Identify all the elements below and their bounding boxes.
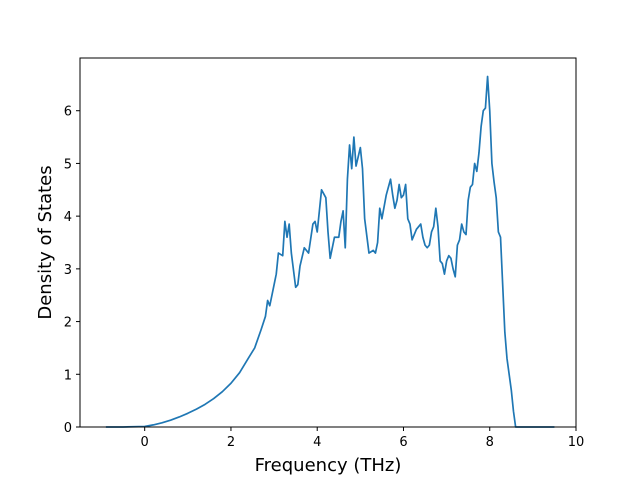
y-tick-label: 1 — [64, 368, 72, 383]
x-axis-label: Frequency (THz) — [255, 455, 402, 476]
y-tick-label: 2 — [64, 316, 72, 331]
x-tick-label: 0 — [141, 435, 149, 450]
x-axis-ticks: 0 2 4 6 8 10 — [141, 427, 585, 450]
dos-series-line — [105, 75, 555, 428]
x-tick-label: 10 — [568, 435, 585, 450]
x-tick-label: 2 — [227, 435, 235, 450]
x-tick-label: 4 — [313, 435, 321, 450]
plot-area — [105, 75, 555, 428]
y-tick-label: 0 — [64, 421, 72, 436]
y-tick-label: 6 — [64, 105, 72, 120]
y-tick-label: 3 — [64, 263, 72, 278]
y-tick-label: 4 — [64, 210, 72, 225]
x-tick-label: 8 — [486, 435, 494, 450]
y-axis-ticks: 0 1 2 3 4 5 6 — [64, 105, 80, 436]
y-axis-label: Density of States — [35, 165, 56, 319]
y-tick-label: 5 — [64, 157, 72, 172]
axes-frame — [79, 57, 577, 428]
x-tick-label: 6 — [399, 435, 407, 450]
